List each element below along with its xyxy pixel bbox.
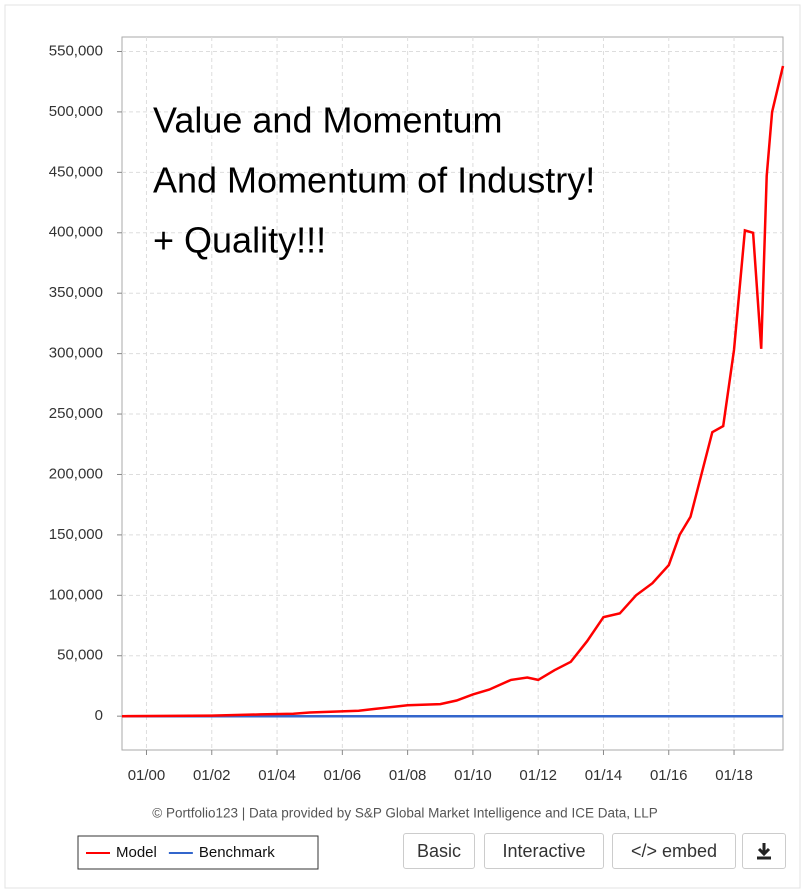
x-tick-label: 01/10: [454, 767, 492, 784]
y-tick-label: 450,000: [49, 163, 103, 180]
annotation: Value and Momentum: [153, 100, 503, 141]
x-tick-label: 01/02: [193, 767, 231, 784]
frame: [4, 4, 801, 889]
legend: [77, 835, 319, 870]
download-icon: [757, 843, 771, 860]
y-tick-label: 150,000: [49, 526, 103, 543]
y-tick-label: 400,000: [49, 224, 103, 241]
button[interactable]: Basic: [403, 833, 475, 869]
y-tick-label: 100,000: [49, 586, 103, 603]
x-tick-label: 01/12: [519, 767, 557, 784]
y-tick-label: 350,000: [49, 284, 103, 301]
annotation: And Momentum of Industry!: [153, 160, 595, 201]
x-tick-label: 01/18: [715, 767, 753, 784]
y-tick-label: 50,000: [57, 647, 103, 664]
y-tick-label: 500,000: [49, 103, 103, 120]
x-tick-label: 01/16: [650, 767, 688, 784]
annotation: + Quality!!!: [153, 220, 326, 261]
y-tick-label: 200,000: [49, 465, 103, 482]
y-tick-label: 0: [95, 707, 103, 724]
source: © Portfolio123 | Data provided by S&P Gl…: [152, 806, 658, 821]
x-tick-label: 01/00: [128, 767, 166, 784]
y-tick-label: 550,000: [49, 42, 103, 59]
x-tick-label: 01/06: [324, 767, 362, 784]
y-tick-label: 300,000: [49, 345, 103, 362]
series-line: [121, 65, 785, 718]
x-tick-label: 01/04: [258, 767, 296, 784]
x-tick-label: 01/08: [389, 767, 427, 784]
x-tick-label: 01/14: [585, 767, 623, 784]
legend-label: Benchmark: [199, 844, 275, 861]
download-button[interactable]: [742, 833, 786, 869]
legend-label: Model: [116, 844, 157, 861]
button[interactable]: </> embed: [612, 833, 736, 869]
y-tick-label: 250,000: [49, 405, 103, 422]
plot-area: [121, 36, 784, 751]
button[interactable]: Interactive: [484, 833, 604, 869]
